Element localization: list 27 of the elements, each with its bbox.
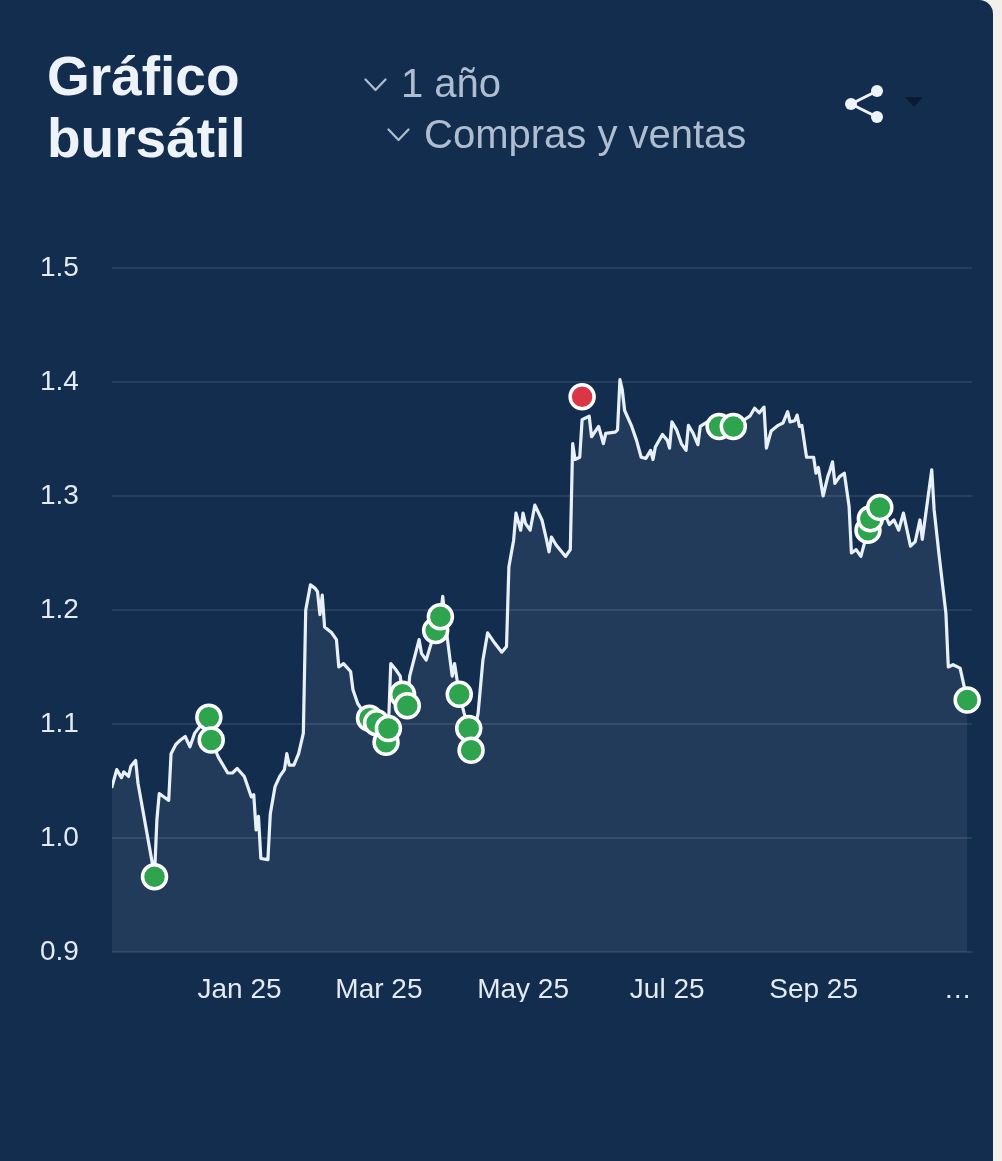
x-tick-label: Jul 25 <box>629 972 705 1004</box>
point <box>195 703 223 731</box>
y-tick-label: 1.5 <box>40 250 79 282</box>
point <box>197 726 225 754</box>
point <box>568 383 596 411</box>
y-tick-label: 1.0 <box>40 820 79 852</box>
y-tick-label: 1.4 <box>40 364 79 396</box>
x-tick-label: Mar 25 <box>335 972 423 1004</box>
point <box>719 412 748 441</box>
chart-title: Gráfico bursátil <box>47 45 247 169</box>
y-tick-label: 1.2 <box>40 592 79 624</box>
text: 1 año <box>401 61 502 105</box>
point <box>454 714 483 743</box>
y-tick-label: 1.3 <box>40 478 79 510</box>
point <box>393 692 422 720</box>
y-tick-label: 0.9 <box>40 934 79 966</box>
text: Compras y ventas <box>424 112 747 156</box>
point <box>374 714 403 743</box>
point <box>140 863 169 891</box>
x-tick-label: Jan 25 <box>197 972 282 1004</box>
point <box>445 680 474 709</box>
point <box>457 736 485 764</box>
point <box>426 603 455 631</box>
point <box>866 493 894 522</box>
y-tick-label: 1.1 <box>40 706 79 738</box>
x-tick-label: … <box>943 972 972 1004</box>
point <box>953 686 981 714</box>
